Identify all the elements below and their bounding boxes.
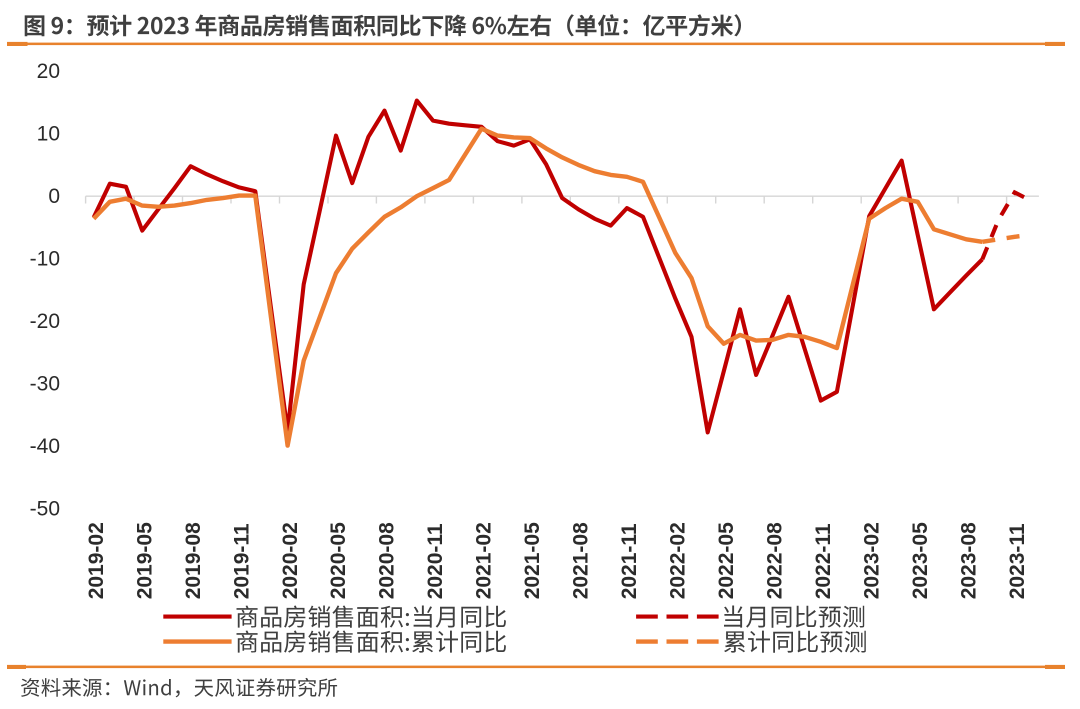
svg-text:2021-11: 2021-11	[618, 523, 641, 599]
svg-text:2022-05: 2022-05	[715, 522, 738, 599]
svg-text:-20: -20	[30, 310, 60, 333]
svg-text:2019-05: 2019-05	[133, 522, 156, 599]
svg-text:2020-08: 2020-08	[376, 522, 399, 599]
svg-text:10: 10	[37, 123, 60, 146]
svg-text:0: 0	[48, 185, 60, 208]
svg-text:2020-05: 2020-05	[327, 522, 350, 599]
svg-text:2023-08: 2023-08	[957, 522, 980, 599]
svg-text:2020-11: 2020-11	[424, 523, 447, 599]
svg-text:2023-11: 2023-11	[1006, 523, 1029, 599]
svg-text:2021-02: 2021-02	[473, 522, 496, 599]
svg-text:20: 20	[37, 60, 60, 83]
svg-text:2020-02: 2020-02	[279, 522, 302, 599]
svg-text:2021-08: 2021-08	[570, 522, 593, 599]
svg-text:2022-08: 2022-08	[764, 522, 787, 599]
svg-text:-10: -10	[30, 248, 60, 271]
svg-text:-40: -40	[30, 435, 60, 458]
svg-text:2019-08: 2019-08	[182, 522, 205, 599]
svg-text:2019-02: 2019-02	[85, 522, 108, 599]
svg-text:2022-11: 2022-11	[812, 523, 835, 599]
svg-text:2019-11: 2019-11	[230, 523, 253, 599]
svg-text:2023-05: 2023-05	[909, 522, 932, 599]
svg-text:-30: -30	[30, 373, 60, 396]
svg-text:2022-02: 2022-02	[667, 522, 690, 599]
svg-text:2021-05: 2021-05	[521, 522, 544, 599]
svg-text:-50: -50	[30, 498, 60, 521]
svg-text:2023-02: 2023-02	[860, 522, 883, 599]
